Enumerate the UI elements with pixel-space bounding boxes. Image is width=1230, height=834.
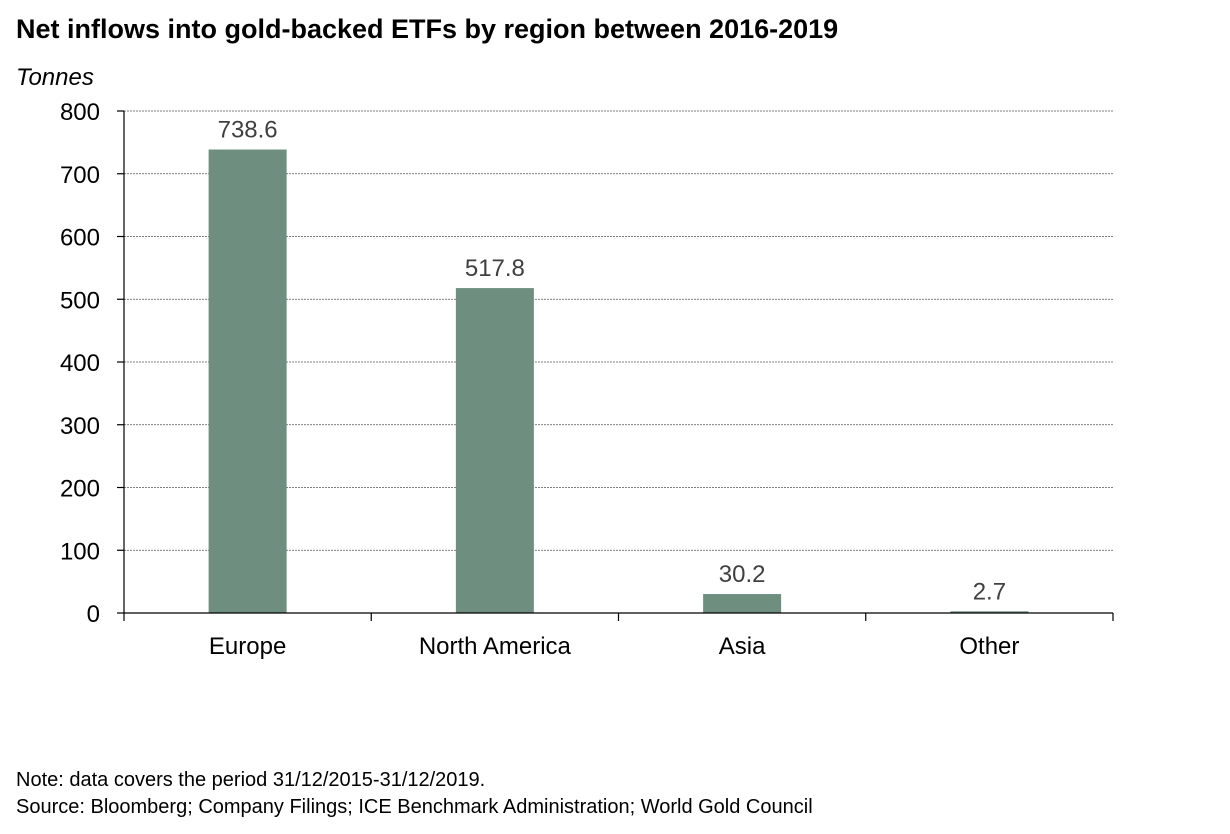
y-tick-label: 300	[60, 413, 100, 440]
data-label: 738.6	[218, 117, 278, 144]
bar	[703, 594, 782, 613]
x-axis-ticks: Europe North America Asia Other	[123, 613, 1114, 660]
y-tick-label: 100	[60, 538, 100, 565]
bar	[455, 288, 534, 613]
note-text: Note: data covers the period 31/12/2015-…	[16, 769, 486, 791]
y-tick-label: 800	[60, 99, 100, 126]
y-axis-unit-label: Tonnes	[16, 64, 94, 91]
data-labels: 738.6 517.8 30.2 2.7	[218, 117, 1006, 606]
y-tick-label: 700	[60, 162, 100, 189]
x-tick-label: Asia	[719, 633, 766, 660]
y-tick-label: 600	[60, 225, 100, 252]
data-label: 517.8	[465, 255, 525, 282]
y-axis-ticks: 0 100 200 300 400 500 600 700 800	[60, 99, 124, 628]
data-label: 30.2	[719, 561, 766, 588]
x-tick-label: North America	[419, 633, 572, 660]
x-tick-label: Europe	[209, 633, 286, 660]
x-tick-label: Other	[959, 633, 1019, 660]
footnote: Note: data covers the period 31/12/2015-…	[16, 767, 813, 821]
bar	[208, 149, 287, 613]
y-tick-label: 400	[60, 350, 100, 377]
source-text: Source: Bloomberg; Company Filings; ICE …	[16, 796, 813, 818]
data-label: 2.7	[973, 578, 1006, 605]
y-tick-label: 200	[60, 476, 100, 503]
bar	[950, 611, 1029, 613]
bars	[208, 149, 1029, 613]
y-tick-label: 0	[87, 601, 100, 628]
chart-title: Net inflows into gold-backed ETFs by reg…	[16, 14, 839, 44]
y-tick-label: 500	[60, 287, 100, 314]
